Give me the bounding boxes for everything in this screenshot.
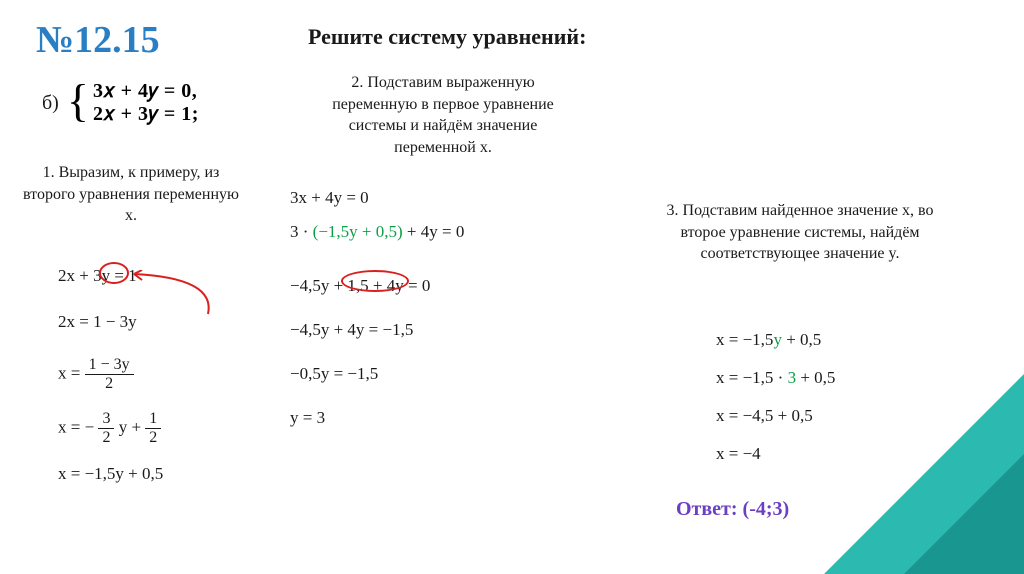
answer-line: Ответ: (-4;3) bbox=[676, 498, 789, 521]
red-circle-2 bbox=[341, 270, 409, 292]
col3-l2-green: 3 bbox=[788, 368, 797, 387]
col1-line5: x = −1,5y + 0,5 bbox=[58, 464, 163, 484]
col3-line1: x = −1,5y + 0,5 bbox=[716, 330, 821, 350]
system-label: б) bbox=[42, 92, 59, 115]
col3-l2-pre: x = −1,5 · bbox=[716, 368, 788, 387]
col1-line4: x = − 32 y + 12 bbox=[58, 410, 161, 447]
col3-line2: x = −1,5 · 3 + 0,5 bbox=[716, 368, 835, 388]
col3-line3: x = −4,5 + 0,5 bbox=[716, 406, 813, 426]
system-eq2: 2𝑥 + 3𝑦 = 1; bbox=[93, 103, 199, 126]
col3-l1-post: + 0,5 bbox=[782, 330, 821, 349]
col2-l2-post: + 4y = 0 bbox=[403, 222, 465, 241]
col1-l3-num: 1 − 3y bbox=[85, 356, 134, 375]
col1-l4b-den: 2 bbox=[145, 429, 161, 447]
col1-l4b-num: 1 bbox=[145, 410, 161, 429]
col2-line6: y = 3 bbox=[290, 408, 325, 428]
col2-line2: 3 · (−1,5y + 0,5) + 4y = 0 bbox=[290, 222, 464, 242]
brace-icon: { bbox=[67, 78, 89, 124]
col2-l2-green: (−1,5y + 0,5) bbox=[313, 222, 403, 241]
col3-line4: x = −4 bbox=[716, 444, 761, 464]
col1-l4a-num: 3 bbox=[98, 410, 114, 429]
step3-text: 3. Подставим найденное значение x, во вт… bbox=[650, 200, 950, 265]
system-equations: б) { 3𝑥 + 4𝑦 = 0, 2𝑥 + 3𝑦 = 1; bbox=[42, 80, 199, 126]
col3-l2-post: + 0,5 bbox=[796, 368, 835, 387]
step2-text: 2. Подставим выраженную переменную в пер… bbox=[308, 72, 578, 158]
col3-l1-green: y bbox=[773, 330, 782, 349]
red-circle-1 bbox=[99, 262, 129, 284]
col2-line5: −0,5y = −1,5 bbox=[290, 364, 378, 384]
answer-label: Ответ: bbox=[676, 498, 743, 520]
col1-l4a-den: 2 bbox=[98, 429, 114, 447]
col1-l4-pre: x = − bbox=[58, 417, 98, 436]
col1-l4-mid: y + bbox=[114, 417, 145, 436]
red-arrow bbox=[128, 270, 218, 320]
col1-l3-den: 2 bbox=[85, 375, 134, 393]
problem-number: №12.15 bbox=[36, 18, 160, 62]
col2-line4: −4,5y + 4y = −1,5 bbox=[290, 320, 413, 340]
col3-l1-pre: x = −1,5 bbox=[716, 330, 773, 349]
answer-value: (-4;3) bbox=[743, 498, 790, 520]
col1-l3-pre: x = bbox=[58, 363, 85, 382]
col1-line2: 2x = 1 − 3y bbox=[58, 312, 137, 332]
col2-l2-pre: 3 · bbox=[290, 222, 313, 241]
col2-line1: 3x + 4y = 0 bbox=[290, 188, 369, 208]
deco-triangle-small bbox=[904, 454, 1024, 574]
system-eq1: 3𝑥 + 4𝑦 = 0, bbox=[93, 80, 199, 103]
page-title: Решите систему уравнений: bbox=[308, 24, 586, 50]
col1-line3: x = 1 − 3y2 bbox=[58, 356, 134, 393]
step1-text: 1. Выразим, к примеру, из второго уравне… bbox=[16, 162, 246, 227]
